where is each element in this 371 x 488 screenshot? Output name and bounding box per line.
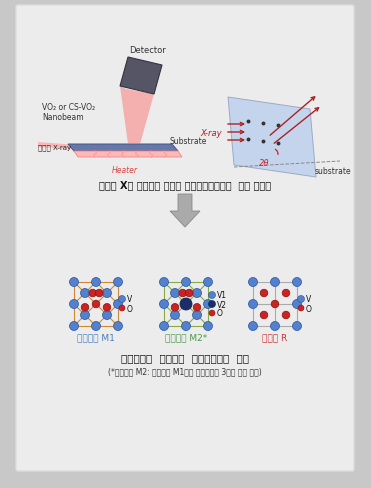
Circle shape [181, 322, 190, 331]
Circle shape [114, 322, 122, 331]
Circle shape [271, 301, 279, 308]
Text: (*절연체상 M2: 절연체상 M1보다 전기저항이 3배기 높은 결정): (*절연체상 M2: 절연체상 M1보다 전기저항이 3배기 높은 결정) [108, 367, 262, 376]
Circle shape [103, 304, 111, 311]
Text: Nanobeam: Nanobeam [42, 112, 83, 121]
Polygon shape [68, 145, 178, 152]
Circle shape [209, 301, 216, 308]
Text: 방사광 X-ray: 방사광 X-ray [38, 144, 71, 151]
Circle shape [171, 289, 180, 298]
Text: 금속상 R: 금속상 R [262, 333, 288, 342]
Circle shape [69, 322, 79, 331]
Circle shape [179, 289, 187, 297]
Circle shape [81, 311, 89, 320]
Polygon shape [38, 142, 130, 153]
Circle shape [114, 278, 122, 287]
Text: Detector: Detector [129, 46, 166, 55]
Text: V2: V2 [217, 300, 227, 309]
Circle shape [92, 301, 100, 308]
Circle shape [204, 300, 213, 309]
Text: V: V [127, 295, 132, 304]
Circle shape [260, 311, 268, 319]
Circle shape [282, 311, 290, 319]
Circle shape [181, 278, 190, 287]
Polygon shape [120, 58, 162, 95]
Circle shape [292, 278, 302, 287]
Circle shape [119, 305, 125, 311]
Polygon shape [120, 87, 154, 145]
Text: Substrate: Substrate [170, 137, 207, 146]
Circle shape [102, 311, 112, 320]
Text: O: O [306, 304, 312, 313]
Text: O: O [217, 309, 223, 318]
Circle shape [209, 292, 216, 299]
Polygon shape [170, 195, 200, 227]
Circle shape [292, 300, 302, 309]
Circle shape [69, 278, 79, 287]
Circle shape [81, 304, 89, 311]
Circle shape [160, 300, 168, 309]
Circle shape [102, 289, 112, 298]
Circle shape [270, 322, 279, 331]
Circle shape [193, 311, 201, 320]
Text: 절연체상과  금속상의  결정격자구조  모델: 절연체상과 금속상의 결정격자구조 모델 [121, 352, 249, 362]
Circle shape [180, 298, 192, 310]
Text: V: V [306, 295, 311, 304]
Text: X-ray: X-ray [200, 128, 222, 137]
Circle shape [89, 289, 96, 297]
Circle shape [171, 311, 180, 320]
Text: Heater: Heater [112, 165, 138, 175]
Text: substrate: substrate [315, 167, 352, 176]
Text: 2θ: 2θ [259, 158, 269, 167]
Polygon shape [228, 98, 316, 178]
FancyBboxPatch shape [16, 6, 354, 471]
Circle shape [69, 300, 79, 309]
Circle shape [249, 322, 257, 331]
Circle shape [114, 300, 122, 309]
Circle shape [193, 304, 201, 311]
Circle shape [171, 304, 179, 311]
Text: 절연체상 M1: 절연체상 M1 [77, 333, 115, 342]
Circle shape [298, 296, 305, 303]
Circle shape [204, 278, 213, 287]
Circle shape [270, 278, 279, 287]
Circle shape [92, 322, 101, 331]
Circle shape [260, 289, 268, 297]
Circle shape [204, 322, 213, 331]
Text: 방사광 X선 회절법을 이용한 나노결정구조변화  관찰 모식도: 방사광 X선 회절법을 이용한 나노결정구조변화 관찰 모식도 [99, 180, 271, 190]
Text: O: O [127, 304, 133, 313]
Text: VO₂ or CS-VO₂: VO₂ or CS-VO₂ [42, 103, 95, 112]
Circle shape [95, 289, 103, 297]
Circle shape [182, 301, 190, 308]
Circle shape [160, 278, 168, 287]
Circle shape [160, 322, 168, 331]
Text: V1: V1 [217, 291, 227, 300]
Circle shape [249, 278, 257, 287]
Polygon shape [74, 152, 182, 158]
Circle shape [118, 296, 125, 303]
Circle shape [193, 289, 201, 298]
Text: 절연체상 M2*: 절연체상 M2* [165, 333, 207, 342]
Circle shape [81, 289, 89, 298]
Circle shape [186, 289, 193, 297]
Circle shape [298, 305, 304, 311]
Circle shape [209, 310, 215, 316]
Circle shape [249, 300, 257, 309]
Circle shape [92, 278, 101, 287]
Circle shape [282, 289, 290, 297]
Circle shape [292, 322, 302, 331]
